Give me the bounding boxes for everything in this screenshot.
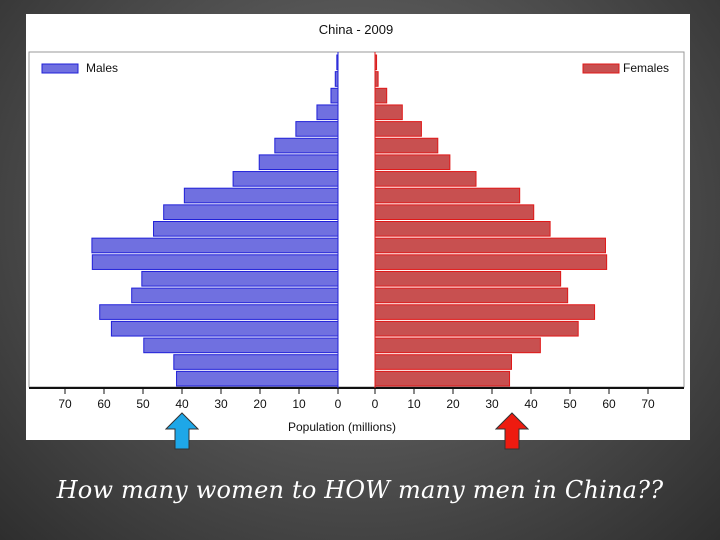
male-bars <box>91 54 339 387</box>
female-35-arrow <box>494 412 529 454</box>
female-bar <box>374 287 569 304</box>
female-bar <box>374 171 477 187</box>
legend: Males Females <box>41 61 669 75</box>
male-bar <box>274 137 339 154</box>
male-bar <box>173 354 339 370</box>
female-tick-label: 10 <box>407 397 421 411</box>
male-tick-label: 10 <box>292 397 306 411</box>
female-bar <box>374 221 551 237</box>
male-bar <box>99 304 339 320</box>
male-bar <box>330 87 339 104</box>
female-bar <box>374 370 511 387</box>
female-tick-label: 50 <box>563 397 577 411</box>
slide-caption: How many women to HOW many men in China?… <box>56 476 664 504</box>
male-tick-label: 30 <box>214 397 228 411</box>
plot-area-border <box>28 51 685 388</box>
male-bar <box>258 154 339 171</box>
female-bar <box>374 137 439 154</box>
male-bar <box>163 204 339 221</box>
male-tick-label: 70 <box>58 397 72 411</box>
female-tick-label: 30 <box>485 397 499 411</box>
male-tick-label: 40 <box>175 397 189 411</box>
female-bar <box>374 270 562 287</box>
male-bar <box>91 237 339 254</box>
axes <box>29 52 684 389</box>
population-pyramid-chart: China - 2009 0 0 10 10 20 20 30 30 40 40 50 50 60 60 7… <box>28 22 685 434</box>
male-40-arrow <box>164 412 200 454</box>
male-tick-label: 0 <box>335 397 342 411</box>
male-bar <box>91 254 339 270</box>
female-tick-label: 20 <box>446 397 460 411</box>
female-bar <box>374 354 512 370</box>
male-tick-label: 20 <box>253 397 267 411</box>
legend-swatch-males <box>41 63 79 74</box>
tick-labels: 0 0 10 10 20 20 30 30 40 40 50 50 60 60 70 70 <box>58 388 655 411</box>
male-bar <box>153 221 339 237</box>
legend-swatch-females <box>582 63 620 74</box>
female-bar <box>374 104 403 121</box>
female-bar <box>374 154 451 171</box>
male-bar <box>176 370 339 387</box>
up-arrow-icon <box>164 412 200 450</box>
legend-label-females: Females <box>623 61 669 75</box>
male-bar <box>131 287 339 304</box>
female-bar <box>374 304 596 320</box>
female-bar <box>374 121 422 137</box>
legend-label-males: Males <box>86 61 118 75</box>
male-bar <box>143 337 339 354</box>
female-bar <box>374 87 388 104</box>
female-tick-label: 40 <box>524 397 538 411</box>
male-bar <box>295 121 339 137</box>
male-bar <box>110 320 339 337</box>
male-tick-label: 50 <box>136 397 150 411</box>
female-bar <box>374 187 521 204</box>
female-bar <box>374 320 579 337</box>
male-bar <box>141 270 339 287</box>
female-tick-label: 70 <box>641 397 655 411</box>
male-bar <box>232 171 339 187</box>
male-bar <box>316 104 339 121</box>
x-axis-label: Population (millions) <box>288 420 396 434</box>
female-bar <box>374 204 535 221</box>
female-bar <box>374 254 608 270</box>
female-bar <box>374 337 541 354</box>
female-tick-label: 60 <box>602 397 616 411</box>
male-bar <box>183 187 339 204</box>
male-tick-label: 60 <box>97 397 111 411</box>
chart-panel: China - 2009 0 0 10 10 20 20 30 30 40 40 50 50 60 60 7… <box>26 14 690 440</box>
up-arrow-icon <box>494 412 529 450</box>
female-tick-label: 0 <box>372 397 379 411</box>
chart-title: China - 2009 <box>319 22 393 37</box>
female-bar <box>374 237 606 254</box>
female-bars <box>374 54 608 387</box>
